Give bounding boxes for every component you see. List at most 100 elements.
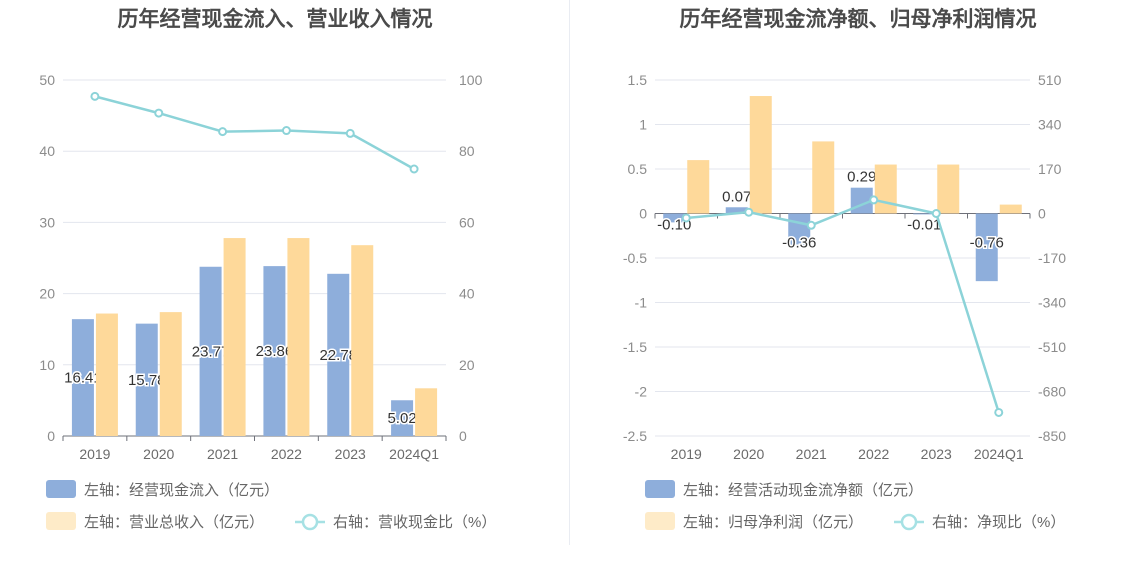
chart1-data-label: 23.77 bbox=[192, 343, 230, 360]
chart1-left-tick-label: 50 bbox=[39, 72, 55, 88]
chart2-right-tick-label: -170 bbox=[1038, 250, 1066, 266]
chart1-data-label: 23.86 bbox=[256, 343, 294, 360]
chart1-data-label: 5.02 bbox=[387, 410, 416, 427]
chart2-x-tick-label: 2022 bbox=[858, 446, 889, 462]
chart2-ratio-point bbox=[681, 213, 691, 223]
chart2-right-tick-label: -510 bbox=[1038, 339, 1066, 355]
chart1-data-label: 15.78 bbox=[128, 372, 166, 389]
chart2-right-tick-label: 0 bbox=[1038, 206, 1046, 222]
chart2-ratio-point bbox=[869, 195, 879, 205]
chart2-x-tick-label: 2024Q1 bbox=[974, 446, 1024, 462]
chart2-legend-label: 左轴：经营活动现金流净额（亿元） bbox=[683, 482, 923, 499]
chart1-bar-secondary bbox=[287, 238, 310, 436]
chart1-x-tick-label: 2022 bbox=[271, 446, 302, 462]
chart2-right-tick-label: 340 bbox=[1038, 117, 1062, 133]
chart1-data-label: 22.78 bbox=[319, 347, 357, 364]
chart2-left-tick-label: -2 bbox=[635, 384, 648, 400]
chart2-data-label: 0.29 bbox=[847, 169, 876, 186]
chart2-left-tick-label: 0 bbox=[639, 206, 647, 222]
chart2-ratio-point bbox=[931, 209, 941, 218]
chart1-right-tick-label: 80 bbox=[459, 143, 475, 159]
chart1-bar-primary bbox=[71, 319, 94, 436]
chart1-legend-label: 左轴：营业总收入（亿元） bbox=[84, 514, 264, 531]
chart1-right-tick-label: 100 bbox=[459, 72, 483, 88]
chart1-bar-secondary bbox=[351, 245, 374, 436]
chart2-bar-primary bbox=[975, 213, 998, 282]
chart1-left-tick-label: 20 bbox=[39, 286, 55, 302]
chart1-bar-primary bbox=[391, 400, 414, 436]
chart2-legend-marker bbox=[900, 513, 918, 531]
chart1-left-tick-label: 0 bbox=[47, 428, 55, 444]
chart2-right-tick-label: 170 bbox=[1038, 161, 1062, 177]
chart1-x-tick-label: 2023 bbox=[335, 446, 366, 462]
chart2-legend-swatch bbox=[645, 480, 675, 498]
chart2-bar-primary bbox=[913, 213, 936, 215]
chart2-title: 历年经营现金流净额、归母净利润情况 bbox=[680, 7, 1037, 31]
chart1-x-tick-label: 2024Q1 bbox=[389, 446, 439, 462]
chart2-left-tick-label: 1 bbox=[639, 117, 647, 133]
chart2-left-tick-label: -0.5 bbox=[623, 250, 647, 266]
chart2-bar-primary bbox=[725, 207, 748, 214]
chart2-bar-secondary bbox=[874, 164, 897, 214]
chart1-bar-secondary bbox=[223, 238, 246, 436]
chart1-ratio-point bbox=[154, 108, 164, 118]
chart2-ratio-point bbox=[994, 407, 1004, 417]
chart2-x-tick-label: 2023 bbox=[921, 446, 952, 462]
chart2-legend-label: 右轴：净现比（%） bbox=[932, 514, 1065, 531]
panel-divider bbox=[569, 0, 570, 545]
chart2-left-tick-label: -1.5 bbox=[623, 339, 647, 355]
chart1-ratio-point bbox=[90, 91, 100, 101]
chart2-ratio-point bbox=[744, 207, 754, 217]
chart1-right-tick-label: 0 bbox=[459, 428, 467, 444]
chart1-bar-primary bbox=[327, 273, 350, 436]
chart2-x-tick-label: 2019 bbox=[671, 446, 702, 462]
chart1-bar-primary bbox=[135, 323, 158, 436]
chart2-ratio-line bbox=[686, 198, 1000, 413]
chart2-data-label: 0.07 bbox=[722, 188, 751, 205]
chart2-ratio-point bbox=[806, 220, 816, 230]
chart1-ratio-point bbox=[345, 128, 355, 138]
chart1-bar-secondary bbox=[415, 388, 438, 436]
chart1-bar-secondary bbox=[159, 312, 182, 436]
chart2-data-label: -0.76 bbox=[970, 235, 1004, 252]
chart1-x-tick-label: 2019 bbox=[79, 446, 110, 462]
chart1-right-tick-label: 40 bbox=[459, 286, 475, 302]
chart2-bar-secondary bbox=[937, 164, 960, 214]
chart2-bar-primary bbox=[663, 213, 686, 223]
chart1-x-tick-label: 2020 bbox=[143, 446, 174, 462]
chart2-data-label: -0.01 bbox=[907, 217, 941, 234]
chart1-legend-swatch bbox=[46, 512, 76, 530]
chart1-legend-label: 左轴：经营现金流入（亿元） bbox=[84, 482, 279, 499]
chart2-left-tick-label: 1.5 bbox=[628, 72, 648, 88]
chart2-bar-secondary bbox=[999, 204, 1022, 214]
chart1-right-tick-label: 60 bbox=[459, 214, 475, 230]
chart1-legend-marker bbox=[301, 513, 319, 531]
chart2-right-tick-label: -680 bbox=[1038, 384, 1066, 400]
chart1-left-tick-label: 30 bbox=[39, 214, 55, 230]
chart1-bar-primary bbox=[199, 266, 222, 436]
chart1-legend-swatch bbox=[46, 480, 76, 498]
chart2-bar-secondary bbox=[687, 160, 710, 214]
chart1-legend-label: 右轴：营收现金比（%） bbox=[333, 514, 496, 531]
chart2-legend-swatch bbox=[645, 512, 675, 530]
chart1-left-tick-label: 40 bbox=[39, 143, 55, 159]
chart2-x-tick-label: 2020 bbox=[733, 446, 764, 462]
chart1-ratio-point bbox=[218, 127, 228, 137]
chart2-x-tick-label: 2021 bbox=[796, 446, 827, 462]
chart1-data-label: 16.41 bbox=[64, 370, 102, 387]
chart1-x-tick-label: 2021 bbox=[207, 446, 238, 462]
chart2-data-label: -0.36 bbox=[782, 235, 816, 252]
chart2-bar-secondary bbox=[812, 141, 835, 214]
chart1-bar-primary bbox=[263, 266, 286, 436]
chart2-right-tick-label: -340 bbox=[1038, 295, 1066, 311]
chart2-bar-secondary bbox=[749, 96, 772, 214]
chart2-left-tick-label: -1 bbox=[635, 295, 648, 311]
chart1-ratio-line bbox=[94, 95, 415, 171]
chart2-left-tick-label: 0.5 bbox=[628, 161, 648, 177]
chart2-right-tick-label: 510 bbox=[1038, 72, 1062, 88]
chart1-bar-secondary bbox=[95, 313, 118, 436]
chart2-legend-label: 左轴：归母净利润（亿元） bbox=[683, 514, 863, 531]
chart1-title: 历年经营现金流入、营业收入情况 bbox=[118, 7, 433, 31]
chart1-ratio-point bbox=[409, 164, 419, 174]
